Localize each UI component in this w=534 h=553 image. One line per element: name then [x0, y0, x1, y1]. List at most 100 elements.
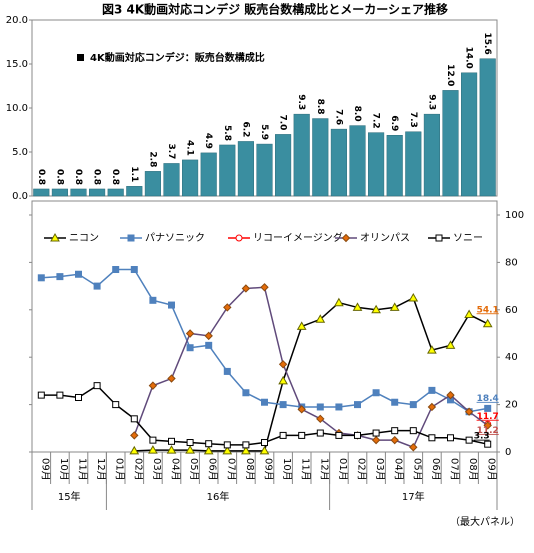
x-group-label: 16年 — [207, 490, 230, 503]
marker — [352, 302, 363, 311]
bar-value-label: 6.2 — [240, 121, 250, 137]
bar-value-label: 14.0 — [464, 47, 474, 69]
x-tick-label: 07月 — [225, 458, 237, 481]
bar — [275, 134, 292, 197]
marker — [341, 233, 351, 243]
marker — [223, 441, 231, 449]
x-tick-label: 09月 — [39, 458, 51, 481]
end-value-label: 11.7 — [477, 412, 499, 422]
x-tick-label: 06月 — [207, 458, 219, 481]
y-tick-label: 20.0 — [6, 15, 28, 26]
bar-value-label: 9.3 — [426, 94, 436, 110]
marker — [297, 405, 306, 414]
x-tick-label: 11月 — [77, 458, 89, 481]
bar-value-label: 15.6 — [482, 33, 492, 55]
marker — [278, 375, 288, 385]
bar — [182, 159, 199, 197]
marker — [205, 341, 213, 349]
marker — [427, 402, 437, 412]
marker — [409, 443, 418, 452]
marker — [130, 431, 139, 440]
marker — [278, 360, 288, 369]
marker — [260, 283, 269, 292]
marker — [390, 435, 399, 445]
x-tick-label: 11月 — [300, 458, 312, 481]
bar-value-label: 6.9 — [389, 115, 399, 131]
bar-value-label: 5.8 — [222, 125, 232, 141]
marker — [235, 234, 243, 242]
marker — [372, 429, 380, 437]
marker — [112, 401, 120, 409]
x-tick-label: 01月 — [337, 458, 349, 481]
marker — [354, 401, 361, 409]
marker — [391, 427, 399, 435]
marker — [37, 391, 45, 399]
marker — [203, 445, 214, 455]
marker — [334, 297, 344, 307]
x-tick-label: 09月 — [486, 458, 498, 481]
y2-tick-label: 100 — [505, 210, 524, 221]
bar-value-label: 4.9 — [203, 133, 213, 149]
legend-label: ニコン — [69, 233, 99, 244]
marker — [298, 431, 306, 439]
marker — [435, 234, 443, 242]
marker — [445, 340, 456, 349]
bar — [386, 135, 403, 197]
y-tick-label: 10.0 — [6, 103, 28, 114]
x-tick-label: 08月 — [244, 458, 256, 481]
marker — [296, 321, 307, 330]
marker — [427, 345, 437, 354]
bar-value-label: 0.8 — [110, 169, 120, 185]
marker — [279, 401, 287, 409]
marker — [484, 440, 492, 448]
x-tick-label: 06月 — [430, 458, 442, 481]
bar-value-label: 9.3 — [296, 94, 306, 110]
marker — [371, 304, 381, 314]
bar — [442, 90, 459, 197]
note: （最大パネル） — [450, 515, 520, 528]
marker — [371, 435, 381, 445]
x-tick-label: 12月 — [95, 458, 107, 481]
marker — [242, 441, 250, 449]
bar-value-label: 7.0 — [278, 114, 288, 130]
bar-value-label: 4.1 — [185, 140, 195, 156]
marker — [409, 401, 417, 409]
x-group-label: 17年 — [402, 490, 425, 503]
bar — [461, 72, 478, 197]
marker — [223, 367, 231, 375]
marker — [167, 374, 176, 383]
y2-tick-label: 20 — [505, 400, 518, 411]
end-value-label: 54.1 — [477, 305, 499, 315]
legend-label: オリンパス — [360, 232, 410, 244]
bar-value-label: 0.8 — [73, 169, 83, 185]
marker — [428, 434, 436, 442]
end-value-label: 18.4 — [477, 394, 499, 404]
bar — [293, 113, 310, 197]
y2-tick-label: 40 — [505, 352, 518, 363]
marker — [335, 403, 343, 411]
marker — [261, 398, 268, 406]
marker — [205, 440, 213, 448]
bar — [330, 128, 347, 197]
x-tick-label: 10月 — [281, 458, 293, 481]
marker — [50, 232, 60, 242]
marker — [130, 266, 138, 274]
marker — [93, 382, 101, 390]
bar-legend-swatch — [77, 54, 84, 61]
bar-value-label: 0.8 — [54, 169, 64, 185]
marker — [389, 302, 400, 311]
bar-value-label: 8.0 — [352, 106, 362, 122]
y-tick-label: 5.0 — [12, 147, 28, 158]
bar-value-label: 0.8 — [92, 169, 102, 185]
marker — [130, 415, 138, 423]
marker — [241, 445, 251, 455]
marker — [149, 436, 157, 444]
marker — [241, 284, 251, 293]
marker — [391, 398, 399, 406]
marker — [112, 266, 120, 274]
marker — [186, 439, 194, 447]
marker — [127, 234, 135, 242]
marker — [447, 434, 454, 442]
x-tick-label: 04月 — [393, 458, 405, 481]
